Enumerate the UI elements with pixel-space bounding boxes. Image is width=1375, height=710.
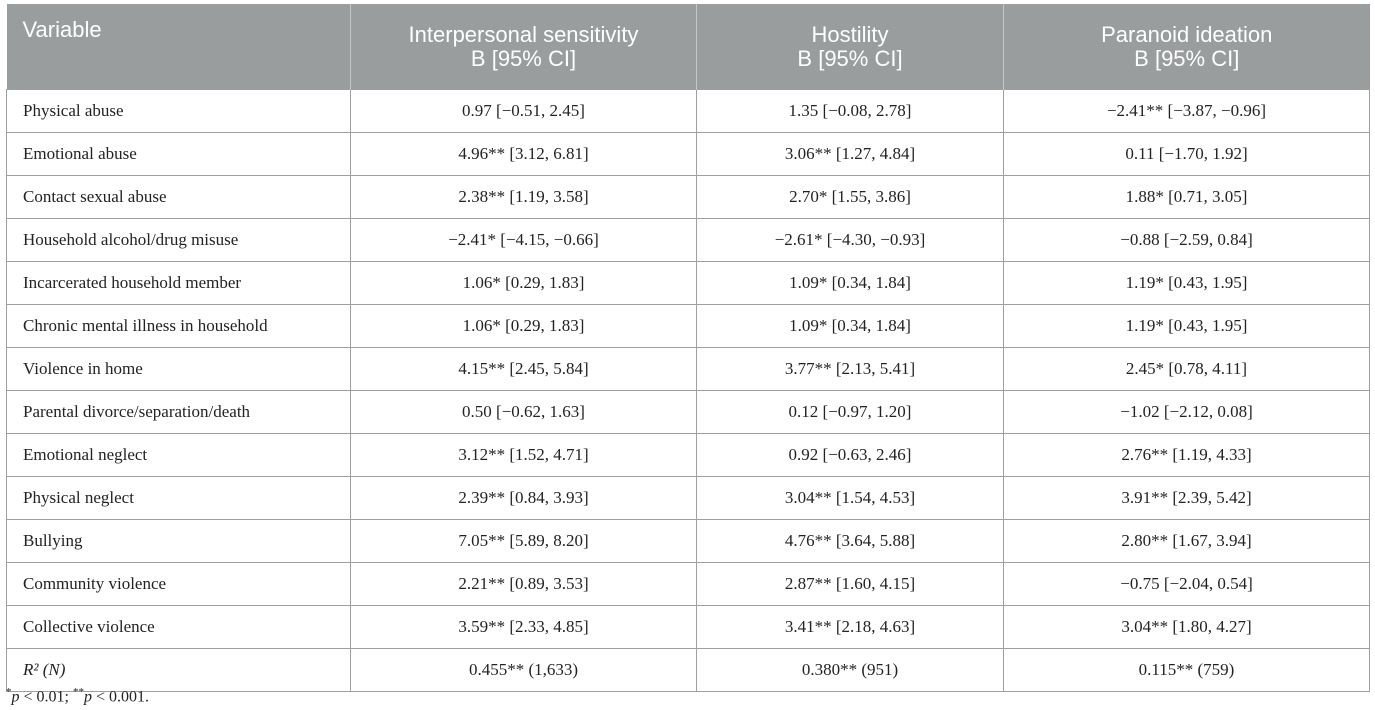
footnote-p-single: p xyxy=(11,688,20,706)
row-variable: Parental divorce/separation/death xyxy=(6,390,351,434)
cell-interpersonal: 2.21** [0.89, 3.53] xyxy=(350,562,697,606)
row-variable: Emotional neglect xyxy=(6,433,351,477)
cell-interpersonal: −2.41* [−4.15, −0.66] xyxy=(350,218,697,262)
footnote-threshold-single: < 0.01; xyxy=(19,688,73,706)
cell-paranoid: 1.19* [0.43, 1.95] xyxy=(1003,304,1370,348)
table-row: Community violence 2.21** [0.89, 3.53] 2… xyxy=(6,562,1370,606)
cell-interpersonal: 3.59** [2.33, 4.85] xyxy=(350,605,697,649)
summary-hostility: 0.380** (951) xyxy=(696,648,1004,692)
row-variable: Violence in home xyxy=(6,347,351,391)
table-row: Emotional abuse 4.96** [3.12, 6.81] 3.06… xyxy=(6,132,1370,176)
cell-hostility: 3.77** [2.13, 5.41] xyxy=(696,347,1004,391)
cell-interpersonal: 3.12** [1.52, 4.71] xyxy=(350,433,697,477)
cell-interpersonal: 1.06* [0.29, 1.83] xyxy=(350,261,697,305)
header-paranoid-subtitle: B [95% CI] xyxy=(1134,45,1240,71)
summary-variable: R² (N) xyxy=(6,648,351,692)
table-row: Collective violence 3.59** [2.33, 4.85] … xyxy=(6,605,1370,649)
header-interpersonal-subtitle: B [95% CI] xyxy=(470,45,577,71)
cell-interpersonal: 2.39** [0.84, 3.93] xyxy=(350,476,697,520)
footnote-symbol-single: * xyxy=(6,686,12,698)
table-body: Physical abuse 0.97 [−0.51, 2.45] 1.35 [… xyxy=(6,89,1370,692)
table-row: Physical abuse 0.97 [−0.51, 2.45] 1.35 [… xyxy=(6,89,1370,133)
summary-row: R² (N) 0.455** (1,633) 0.380** (951) 0.1… xyxy=(6,648,1370,692)
cell-interpersonal: 1.06* [0.29, 1.83] xyxy=(350,304,697,348)
table-row: Incarcerated household member 1.06* [0.2… xyxy=(6,261,1370,305)
row-variable: Physical neglect xyxy=(6,476,351,520)
cell-hostility: 2.70* [1.55, 3.86] xyxy=(696,175,1004,219)
row-variable: Contact sexual abuse xyxy=(6,175,351,219)
cell-hostility: 1.35 [−0.08, 2.78] xyxy=(696,89,1004,133)
table-row: Parental divorce/separation/death 0.50 [… xyxy=(6,390,1370,434)
table-row: Physical neglect 2.39** [0.84, 3.93] 3.0… xyxy=(6,476,1370,520)
cell-hostility: 1.09* [0.34, 1.84] xyxy=(696,304,1004,348)
row-variable: Incarcerated household member xyxy=(6,261,351,305)
summary-interpersonal: 0.455** (1,633) xyxy=(350,648,697,692)
cell-interpersonal: 0.97 [−0.51, 2.45] xyxy=(350,89,697,133)
row-variable: Physical abuse xyxy=(6,89,351,133)
header-hostility-subtitle: B [95% CI] xyxy=(797,45,903,71)
table-header: Variable Interpersonal sensitivity B [95… xyxy=(6,4,1370,90)
cell-paranoid: −1.02 [−2.12, 0.08] xyxy=(1003,390,1370,434)
header-paranoid-ideation: Paranoid ideation B [95% CI] xyxy=(1003,4,1370,90)
table-row: Chronic mental illness in household 1.06… xyxy=(6,304,1370,348)
cell-paranoid: −0.88 [−2.59, 0.84] xyxy=(1003,218,1370,262)
cell-paranoid: 3.04** [1.80, 4.27] xyxy=(1003,605,1370,649)
regression-table-container: Variable Interpersonal sensitivity B [95… xyxy=(6,4,1370,692)
row-variable: Bullying xyxy=(6,519,351,563)
header-variable: Variable xyxy=(6,4,351,90)
cell-hostility: 3.41** [2.18, 4.63] xyxy=(696,605,1004,649)
regression-table: Variable Interpersonal sensitivity B [95… xyxy=(6,4,1370,692)
row-variable: Emotional abuse xyxy=(6,132,351,176)
cell-paranoid: 1.19* [0.43, 1.95] xyxy=(1003,261,1370,305)
cell-hostility: 2.87** [1.60, 4.15] xyxy=(696,562,1004,606)
cell-paranoid: 2.80** [1.67, 3.94] xyxy=(1003,519,1370,563)
table-row: Violence in home 4.15** [2.45, 5.84] 3.7… xyxy=(6,347,1370,391)
row-variable: Chronic mental illness in household xyxy=(6,304,351,348)
cell-interpersonal: 4.96** [3.12, 6.81] xyxy=(350,132,697,176)
cell-interpersonal: 0.50 [−0.62, 1.63] xyxy=(350,390,697,434)
table-footnote: *p < 0.01; **p < 0.001. xyxy=(6,686,149,706)
cell-hostility: 0.92 [−0.63, 2.46] xyxy=(696,433,1004,477)
footnote-p-double: p xyxy=(83,688,92,706)
table-row: Contact sexual abuse 2.38** [1.19, 3.58]… xyxy=(6,175,1370,219)
header-interpersonal-title: Interpersonal sensitivity xyxy=(408,21,639,47)
cell-interpersonal: 2.38** [1.19, 3.58] xyxy=(350,175,697,219)
cell-hostility: 3.04** [1.54, 4.53] xyxy=(696,476,1004,520)
row-variable: Household alcohol/drug misuse xyxy=(6,218,351,262)
cell-hostility: 4.76** [3.64, 5.88] xyxy=(696,519,1004,563)
footnote-symbol-double: ** xyxy=(72,686,84,698)
table-row: Household alcohol/drug misuse −2.41* [−4… xyxy=(6,218,1370,262)
summary-paranoid: 0.115** (759) xyxy=(1003,648,1370,692)
cell-hostility: −2.61* [−4.30, −0.93] xyxy=(696,218,1004,262)
cell-paranoid: 2.45* [0.78, 4.11] xyxy=(1003,347,1370,391)
cell-paranoid: −2.41** [−3.87, −0.96] xyxy=(1003,89,1370,133)
header-interpersonal-sensitivity: Interpersonal sensitivity B [95% CI] xyxy=(350,4,697,90)
cell-paranoid: 3.91** [2.39, 5.42] xyxy=(1003,476,1370,520)
header-hostility-title: Hostility xyxy=(811,21,889,47)
header-row: Variable Interpersonal sensitivity B [95… xyxy=(6,4,1370,90)
cell-paranoid: 2.76** [1.19, 4.33] xyxy=(1003,433,1370,477)
footnote-threshold-double: < 0.001. xyxy=(91,688,149,706)
cell-paranoid: 0.11 [−1.70, 1.92] xyxy=(1003,132,1370,176)
table-row: Emotional neglect 3.12** [1.52, 4.71] 0.… xyxy=(6,433,1370,477)
cell-interpersonal: 4.15** [2.45, 5.84] xyxy=(350,347,697,391)
row-variable: Collective violence xyxy=(6,605,351,649)
cell-paranoid: −0.75 [−2.04, 0.54] xyxy=(1003,562,1370,606)
table-row: Bullying 7.05** [5.89, 8.20] 4.76** [3.6… xyxy=(6,519,1370,563)
cell-hostility: 3.06** [1.27, 4.84] xyxy=(696,132,1004,176)
row-variable: Community violence xyxy=(6,562,351,606)
cell-interpersonal: 7.05** [5.89, 8.20] xyxy=(350,519,697,563)
cell-hostility: 1.09* [0.34, 1.84] xyxy=(696,261,1004,305)
header-hostility: Hostility B [95% CI] xyxy=(696,4,1004,90)
cell-paranoid: 1.88* [0.71, 3.05] xyxy=(1003,175,1370,219)
header-paranoid-title: Paranoid ideation xyxy=(1101,21,1273,47)
cell-hostility: 0.12 [−0.97, 1.20] xyxy=(696,390,1004,434)
